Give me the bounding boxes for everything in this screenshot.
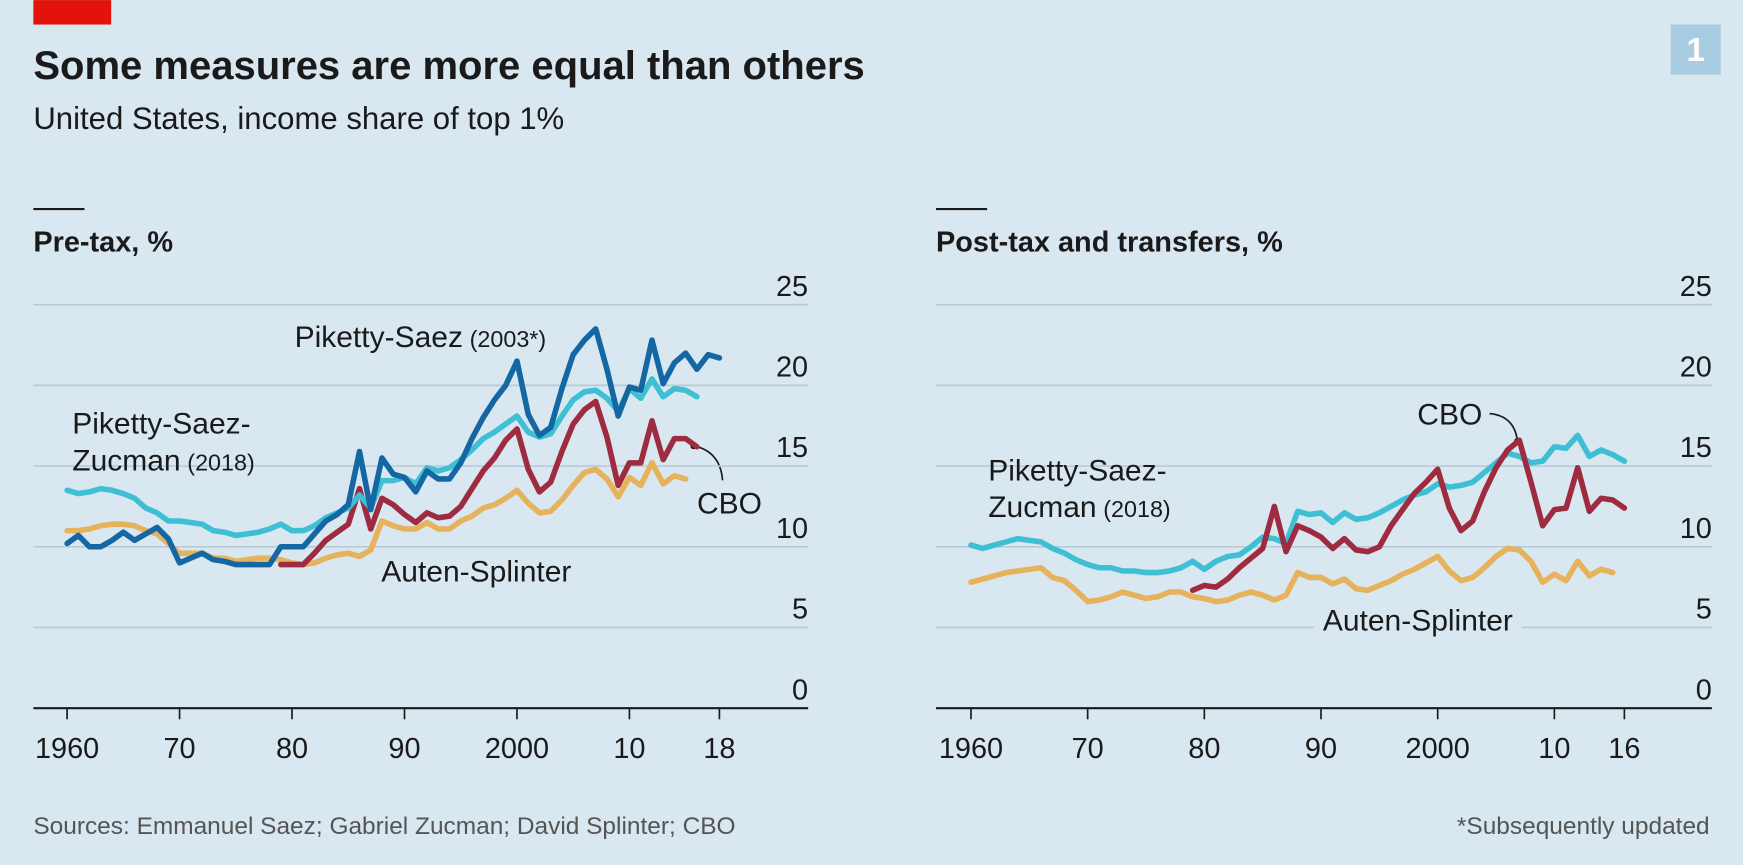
y-tick-label: 15: [1680, 432, 1712, 464]
x-tick-label: 2000: [485, 733, 549, 765]
series-line: [64, 376, 700, 539]
y-tick-label: 0: [1696, 674, 1712, 706]
x-tick-label: 1960: [939, 733, 1003, 765]
panel-title: Post-tax and transfers, %: [936, 226, 1283, 258]
footnote: *Subsequently updated: [1457, 813, 1710, 840]
y-tick-label: 5: [1696, 594, 1712, 626]
series-label-group: CBO: [697, 488, 762, 521]
x-tick-label: 70: [163, 733, 195, 765]
series-label: Piketty-Saez-: [988, 454, 1166, 487]
chart-subtitle: United States, income share of top 1%: [33, 101, 564, 136]
x-tick-label: 2000: [1406, 733, 1470, 765]
series-label: Zucman: [72, 444, 180, 477]
brand-bar: [33, 0, 112, 25]
x-tick-label: 80: [276, 733, 308, 765]
series-label: CBO: [697, 488, 762, 521]
series-label-group: Auten-Splinter: [381, 555, 571, 588]
x-tick-label: 70: [1072, 733, 1104, 765]
panel-title: Pre-tax, %: [33, 226, 173, 258]
series-label: CBO: [1417, 399, 1482, 432]
x-tick-label: 90: [1305, 733, 1337, 765]
chart-title: Some measures are more equal than others: [33, 44, 864, 88]
x-tick-label: 16: [1608, 733, 1640, 765]
y-tick-label: 0: [792, 674, 808, 706]
x-tick-label: 10: [1538, 733, 1570, 765]
badge: 1: [1686, 32, 1705, 69]
y-tick-label: 10: [776, 513, 808, 545]
series-label-note: (2018): [187, 449, 254, 475]
series-label-group: CBO: [1417, 399, 1482, 432]
series-label: Auten-Splinter: [381, 555, 571, 588]
series-label-group: Piketty-Saez- Zucman (2018): [988, 454, 1170, 524]
series-label: Zucman: [988, 491, 1096, 524]
x-tick-label: 80: [1188, 733, 1220, 765]
y-tick-label: 20: [1680, 351, 1712, 383]
x-tick-label: 1960: [35, 733, 99, 765]
series-line: [64, 326, 723, 568]
series-line: [1189, 437, 1628, 594]
x-tick-label: 18: [703, 733, 735, 765]
series-line: [968, 545, 1616, 605]
source: Sources: Emmanuel Saez; Gabriel Zucman; …: [33, 813, 735, 840]
series-label: Piketty-Saez: [295, 321, 463, 354]
series-label-group: Piketty-Saez (2003*): [295, 321, 547, 354]
series-label-note: (2003*): [470, 326, 547, 352]
x-tick-label: 90: [388, 733, 420, 765]
series-line: [278, 398, 700, 568]
y-tick-label: 25: [1680, 271, 1712, 303]
leader-line: [1489, 412, 1519, 441]
y-tick-label: 25: [776, 271, 808, 303]
series-label-group: Piketty-Saez-Zucman (2018): [72, 408, 254, 478]
x-tick-label: 10: [613, 733, 645, 765]
label-background: [1313, 602, 1522, 640]
y-tick-label: 5: [792, 594, 808, 626]
y-tick-label: 10: [1680, 513, 1712, 545]
y-tick-label: 20: [776, 351, 808, 383]
series-label-group: Auten-Splinter: [1313, 602, 1522, 640]
series-label-note: (2018): [1103, 496, 1170, 522]
series-line: [968, 432, 1628, 576]
series-label: Auten-Splinter: [1323, 604, 1513, 637]
series-label: Piketty-Saez-: [72, 408, 250, 441]
y-tick-label: 15: [776, 432, 808, 464]
badge-box: [1670, 24, 1721, 75]
